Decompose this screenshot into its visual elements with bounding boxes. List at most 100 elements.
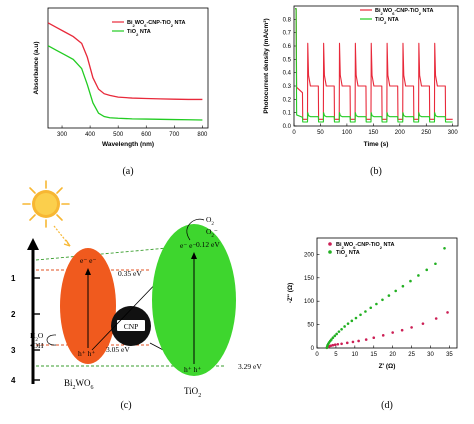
panel-a-xtick-label: 400	[85, 132, 96, 138]
panel-d-point-tio2	[354, 316, 358, 320]
panel-a-caption: (a)	[122, 166, 133, 177]
panel-d-frame	[316, 237, 458, 349]
panel-d-point-composite	[381, 334, 385, 337]
panel-b-xtick-label: 250	[421, 130, 432, 136]
panel-d-point-composite	[372, 336, 376, 340]
panel-d-point-composite	[410, 326, 413, 329]
panel-d-point-tio2	[417, 274, 420, 277]
bi2wo6-label: Bi2WO6	[64, 378, 94, 391]
sun-icon	[22, 180, 70, 228]
panel-a-xtick-label: 300	[57, 132, 68, 138]
panel-d-point-tio2	[346, 322, 350, 325]
panel-d-point-tio2	[343, 325, 346, 328]
panel-d-point-tio2	[330, 338, 333, 341]
panel-d-xtick-label: 20	[389, 352, 396, 358]
panel-d-point-tio2	[364, 310, 367, 313]
panel-d-caption: (d)	[381, 400, 393, 411]
legend-label-tio2: TiO2 NTA	[127, 29, 151, 37]
reduction-arrow	[186, 218, 205, 241]
panel-d-xtick-label: 0	[315, 352, 319, 358]
panel-a-xtick-label: 800	[197, 132, 208, 138]
tio2-excitation-arrowhead	[191, 252, 197, 259]
panel-a-frame	[47, 7, 209, 129]
bi2wo6-excitation-arrowhead	[85, 268, 91, 275]
energy-axis-arrow	[27, 238, 39, 250]
oh-radical-label: •OH	[30, 341, 44, 350]
bi2wo6-electrons: e⁻ e⁻	[80, 256, 96, 265]
panel-b-ytick-label: 0.1	[283, 111, 292, 117]
panel-d-point-tio2	[335, 332, 338, 336]
legend-label-tio2: TiO2 NTA	[375, 17, 399, 25]
scale-tick-1: 1	[11, 274, 16, 283]
legend-label-composite: Bi2WO6-CNP-TiO2 NTA	[375, 8, 433, 16]
panel-a-series-tio2	[47, 45, 203, 121]
panel-d-xtick-label: 30	[427, 352, 434, 358]
panel-d-point-composite	[336, 342, 340, 346]
panel-b-ytick-label: 0.6	[283, 44, 292, 50]
panel-d-ylabel: -Z'' (Ω)	[287, 283, 294, 304]
panel-d-ytick-label: 0	[311, 346, 315, 352]
panel-d-point-composite	[357, 339, 360, 343]
panel-d-point-composite	[340, 342, 343, 346]
panel-d-point-composite	[434, 317, 438, 320]
panel-d-point-tio2	[369, 306, 373, 310]
panel-a-xtick-label: 700	[169, 132, 180, 138]
panel-b-xtick-label: 50	[317, 130, 324, 136]
cnp-label: CNP	[124, 322, 139, 331]
panel-b-legend: Bi2WO6-CNP-TiO2 NTA TiO2 NTA	[360, 8, 433, 25]
panel-d-point-composite	[446, 311, 449, 314]
panel-d-point-tio2	[443, 246, 446, 250]
h2o-label: H2O	[30, 331, 44, 343]
panel-d-legend: Bi2WO6-CNP-TiO2 NTA TiO2 NTA	[328, 242, 394, 258]
panel-b-ytick-label: 0.7	[283, 31, 292, 37]
panel-b-photocurrent-chart: 0.0 0.1 0.2 0.3 0.4 0.5 0.6 0.7 0.8 0 50 100 150 200…	[263, 5, 459, 177]
panel-d-point-tio2	[337, 330, 341, 333]
panel-d-point-composite	[345, 341, 349, 345]
panel-d-point-tio2	[401, 284, 405, 288]
legend-label-tio2: TiO2 NTA	[336, 250, 360, 258]
panel-b-ytick-label: 0.0	[283, 124, 292, 130]
panel-a-legend: Bi2WO6-CNP-TiO2 NTA TiO2 NTA	[112, 20, 185, 37]
oxidation-arrow	[46, 334, 57, 346]
bi2wo6-holes: h⁺ h⁺	[78, 349, 95, 358]
panel-d-point-composite	[333, 343, 337, 347]
panel-d-xtick-label: 10	[351, 352, 358, 358]
legend-label-composite: Bi2WO6-CNP-TiO2 NTA	[336, 242, 394, 250]
panel-d-point-tio2	[340, 327, 343, 331]
panel-d-nyquist-chart: 0 50 100 150 200 0 5 10 15 20 25 30 35 Z' (Ω) -Z'' …	[287, 237, 458, 411]
panel-d-ytick-label: 150	[304, 276, 315, 282]
panel-d-ytick-label: 50	[307, 323, 314, 329]
panel-c-band-diagram: 1 2 3 4 e⁻ e⁻ h⁺ h⁺ 0.35 eV 3.05 eV Bi2W…	[11, 180, 262, 411]
panel-a-ylabel: Absorbance (a.u)	[33, 41, 40, 94]
panel-d-point-tio2	[381, 298, 384, 302]
tio2-holes: h⁺ h⁺	[184, 365, 201, 374]
panel-b-ytick-label: 0.8	[283, 17, 292, 23]
panel-d-point-tio2	[425, 268, 429, 272]
panel-b-ylabel: Photocurrent density (mA/cm²)	[263, 18, 270, 113]
panel-d-ytick-label: 200	[304, 252, 315, 258]
panel-d-point-composite	[331, 343, 335, 347]
panel-a-absorbance-chart: 300 400 500 600 700 800 Wavelength (nm) Absor…	[33, 7, 209, 177]
panel-b-xtick-label: 300	[448, 130, 459, 136]
panel-d-point-composite	[400, 328, 404, 332]
panel-b-xtick-label: 0	[292, 130, 296, 136]
panel-d-point-tio2	[331, 336, 335, 340]
panel-b-series-composite	[295, 8, 453, 120]
o2-label: O2	[206, 215, 214, 227]
panel-d-point-composite	[351, 340, 355, 344]
panel-a-xlabel: Wavelength (nm)	[102, 141, 154, 148]
panel-b-frame	[293, 5, 459, 127]
tio2-cb-value: 0.12 eV	[196, 240, 220, 249]
panel-b-xtick-label: 200	[395, 130, 406, 136]
scale-tick-3: 3	[11, 346, 16, 355]
panel-d-point-tio2	[409, 279, 412, 283]
panel-d-point-composite	[391, 331, 394, 334]
panel-a-xtick-label: 500	[113, 132, 124, 138]
panel-d-xtick-label: 15	[370, 352, 377, 358]
scale-tick-2: 2	[11, 310, 16, 319]
legend-marker-composite	[328, 242, 332, 246]
panel-a-xtick-label: 600	[141, 132, 152, 138]
panel-d-xtick-label: 35	[446, 352, 453, 358]
panel-d-point-composite	[364, 338, 368, 341]
